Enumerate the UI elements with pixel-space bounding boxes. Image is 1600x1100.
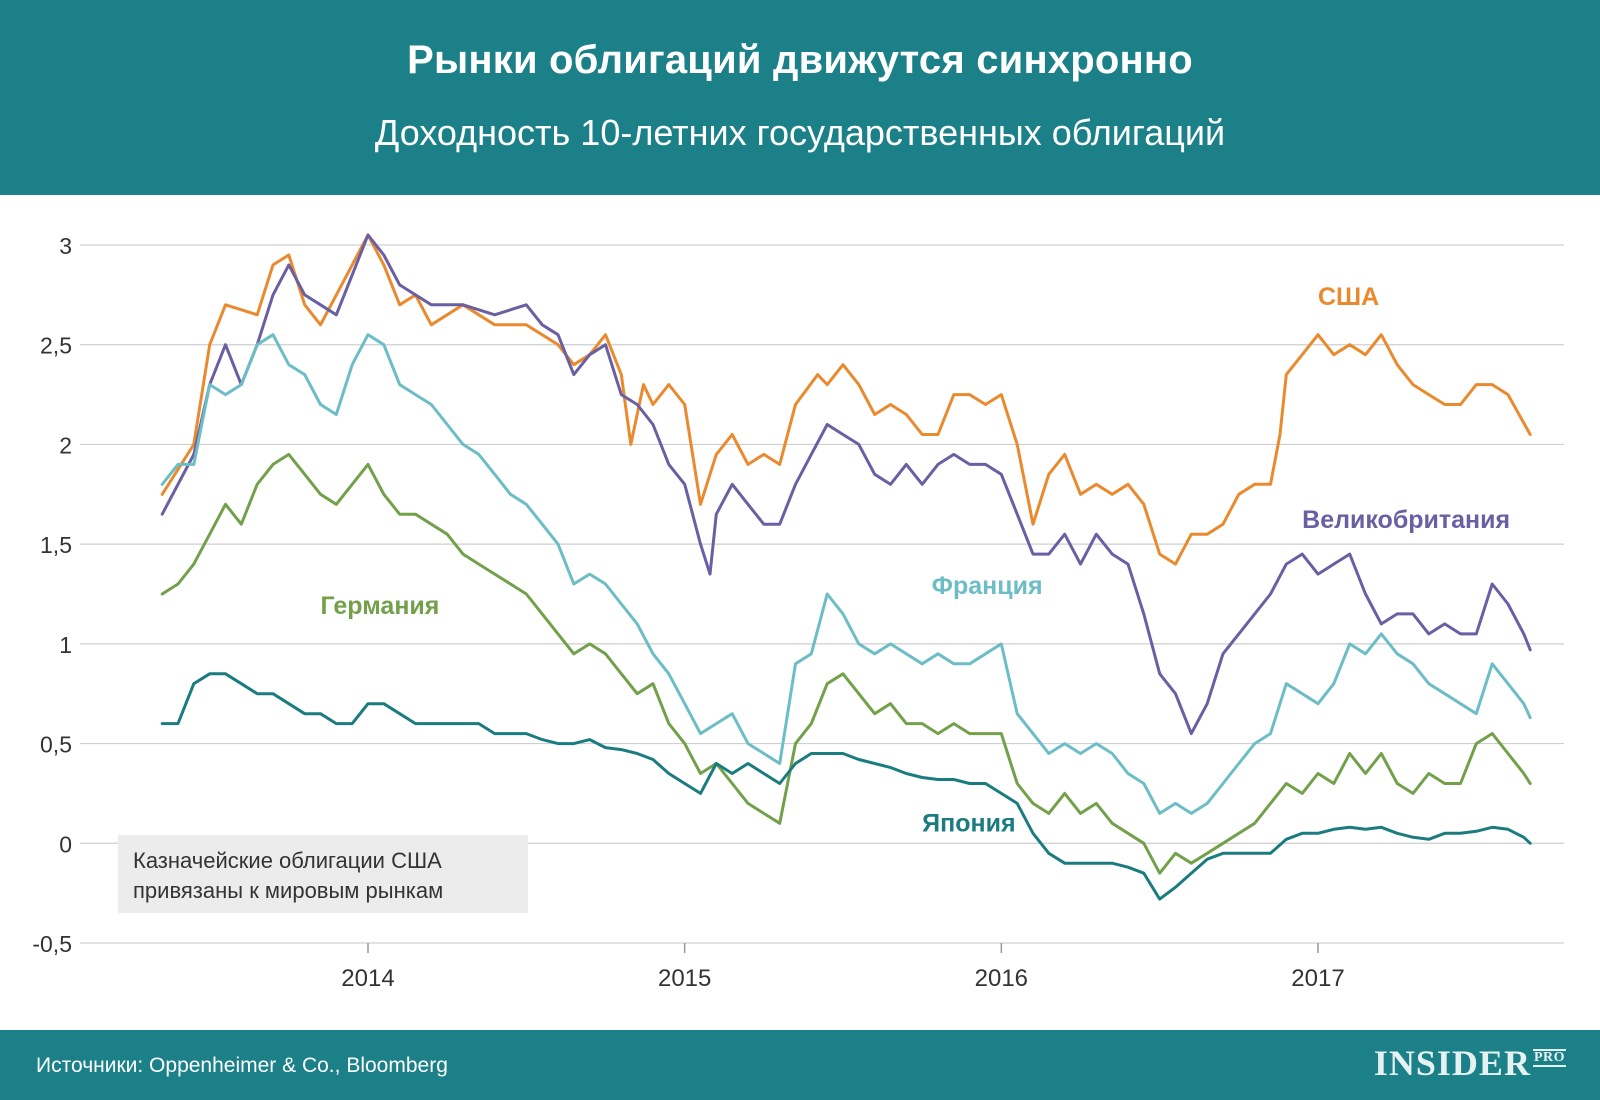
y-tick-label: 1 xyxy=(59,632,72,658)
x-tick-label: 2015 xyxy=(658,965,711,992)
chart-subtitle: Доходность 10-летних государственных обл… xyxy=(374,112,1226,153)
series-line-uk xyxy=(160,233,1532,736)
x-tick-label: 2017 xyxy=(1291,965,1344,992)
chart-title: Рынки облигаций движутся синхронно xyxy=(407,38,1193,82)
y-tick-label: -0,5 xyxy=(32,931,72,957)
series-line-france xyxy=(160,333,1532,815)
x-tick-label: 2016 xyxy=(975,965,1028,992)
series-line-germany xyxy=(160,452,1532,875)
series-label-germany: Германия xyxy=(321,592,440,620)
x-tick-label: 2014 xyxy=(341,965,394,992)
logo-sub-text: PRO xyxy=(1532,1049,1566,1067)
y-tick-label: 0,5 xyxy=(40,732,72,758)
chart: 3 2,5 2 1,5 1 0,5 0 -0,5 2014 2015 2016 2017 Казнач… xyxy=(32,233,1564,992)
series-line-usa xyxy=(160,233,1532,566)
y-tick-label: 0 xyxy=(59,831,72,857)
label-layer: США Великобритания Франция Германия Япония xyxy=(321,283,1511,837)
series-label-uk: Великобритания xyxy=(1302,506,1510,534)
series-label-usa: США xyxy=(1318,283,1379,311)
logo-main-text: INSIDER xyxy=(1373,1043,1531,1083)
annotation-layer: Казначейские облигации США привязаны к ми… xyxy=(118,835,528,913)
series-label-france: Франция xyxy=(932,572,1043,600)
y-tick-label: 1,5 xyxy=(40,532,72,558)
series-layer xyxy=(160,233,1532,901)
footer: Источники: Oppenheimer & Co., Bloomberg … xyxy=(0,1030,1600,1100)
series-label-japan: Япония xyxy=(922,809,1015,837)
insider-pro-logo: INSIDER PRO xyxy=(1373,1042,1566,1083)
source-text: Источники: Oppenheimer & Co., Bloomberg xyxy=(36,1054,448,1077)
annotation-text: Казначейские облигации США привязаны к ми… xyxy=(133,848,443,903)
y-tick-label: 2,5 xyxy=(40,333,72,359)
header: Рынки облигаций движутся синхронно Доход… xyxy=(0,0,1600,195)
annotation-box xyxy=(118,835,528,913)
grid-layer: 3 2,5 2 1,5 1 0,5 0 -0,5 2014 2015 2016 2017 xyxy=(32,233,1564,992)
series-line-japan xyxy=(160,672,1532,901)
y-tick-label: 2 xyxy=(59,432,72,458)
y-tick-label: 3 xyxy=(59,233,72,259)
